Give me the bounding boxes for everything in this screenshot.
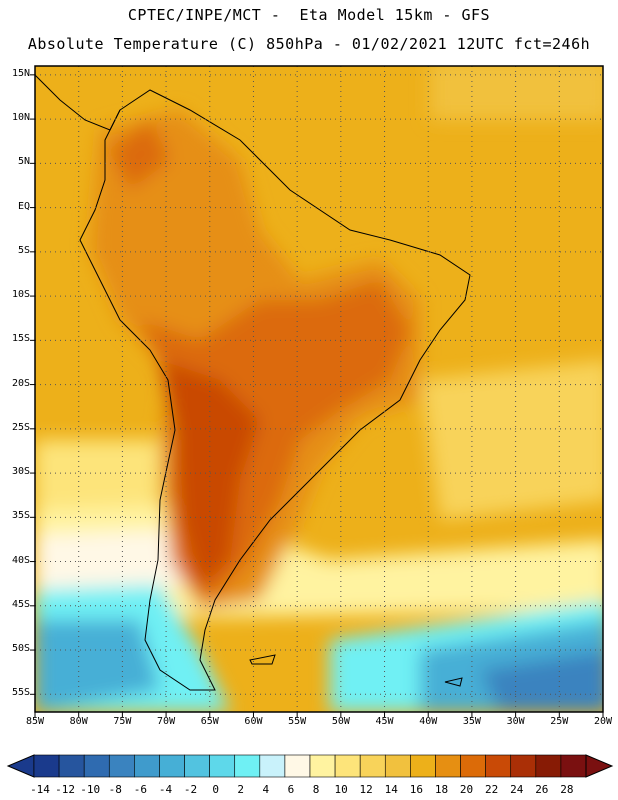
colorbar-label: -10 <box>80 783 101 796</box>
colorbar-label: 22 <box>485 783 499 796</box>
field-atlantic-coldest <box>480 651 603 712</box>
lon-label: 45W <box>375 716 394 727</box>
colorbar-label: -8 <box>108 783 122 796</box>
colorbar-segment <box>435 754 461 778</box>
colorbar-segment <box>410 754 436 778</box>
colorbar-segment <box>384 754 411 778</box>
lon-label: 70W <box>157 716 176 727</box>
colorbar-label: 6 <box>287 783 295 796</box>
temperature-field <box>35 66 603 712</box>
colorbar-segment <box>159 754 185 778</box>
lat-label: 5S <box>17 244 30 256</box>
colorbar <box>6 754 614 778</box>
lon-label: 35W <box>462 716 481 727</box>
field-south-atlantic-mid <box>420 360 603 520</box>
south-georgia <box>444 677 463 687</box>
coastlines <box>35 74 471 691</box>
colorbar-segment <box>485 754 512 778</box>
colorbar-right-arrow <box>585 754 614 778</box>
colorbar-segment <box>460 754 486 778</box>
lon-label: 20W <box>593 716 613 727</box>
lon-label: 25W <box>550 716 569 727</box>
colorbar-segment <box>334 754 361 778</box>
lat-label: 45S <box>11 598 30 610</box>
colorbar-segment <box>58 754 85 778</box>
colorbar-label: -12 <box>55 783 76 796</box>
colorbar-label: 14 <box>384 783 398 796</box>
colorbar-segment <box>83 754 110 778</box>
lon-label: 80W <box>69 716 88 727</box>
colorbar-segment <box>359 754 386 778</box>
lon-label: 40W <box>419 716 438 727</box>
colorbar-label: -6 <box>133 783 147 796</box>
colorbar-segment <box>535 754 562 778</box>
lon-label: 85W <box>25 716 45 727</box>
colorbar-label: 20 <box>459 783 474 796</box>
colorbar-segment <box>510 754 537 778</box>
colorbar-segment <box>284 754 311 778</box>
colorbar-segment <box>184 754 210 778</box>
field-pacific-colder <box>35 620 160 712</box>
colorbar-segment <box>209 754 236 778</box>
field-andes-east-hot <box>160 360 260 590</box>
field-north-atlantic <box>430 66 603 120</box>
lat-label: 25S <box>11 421 30 433</box>
colorbar-label: 26 <box>535 783 549 796</box>
lat-label: 50S <box>11 643 30 655</box>
colorbar-segment <box>560 754 587 778</box>
colorbar-segment <box>259 754 286 778</box>
central-america-coast <box>35 74 121 131</box>
lat-label: 55S <box>11 687 30 699</box>
plot-frame <box>34 65 604 713</box>
colorbar-label: -14 <box>30 783 50 796</box>
colorbar-label: 28 <box>560 783 574 796</box>
lat-label: 15N <box>11 67 30 79</box>
colorbar-label: 2 <box>237 783 245 796</box>
lat-label: 5N <box>17 156 30 168</box>
colorbar-label: 0 <box>212 783 219 796</box>
colorbar-label: 16 <box>409 783 423 796</box>
lat-label: 40S <box>11 554 30 566</box>
colorbar-label: 8 <box>312 783 320 796</box>
field-colombia-hot <box>110 120 170 190</box>
colorbar-label: 12 <box>359 783 373 796</box>
colorbar-left-arrow <box>6 754 35 778</box>
map-subtitle: Absolute Temperature (C) 850hPa - 01/02/… <box>27 35 591 53</box>
axis-ticks <box>30 74 604 717</box>
lon-label: 65W <box>200 716 219 727</box>
lat-label: 35S <box>11 510 30 522</box>
colorbar-label: 4 <box>262 783 270 796</box>
colorbar-segment <box>234 754 261 778</box>
lon-label: 50W <box>331 716 350 727</box>
falkland-islands <box>249 654 276 665</box>
lat-label: 30S <box>11 466 30 478</box>
colorbar-label: 10 <box>334 783 348 796</box>
lon-label: 30W <box>506 716 525 727</box>
lat-label: 10N <box>11 112 30 124</box>
lon-label: 60W <box>244 716 263 727</box>
lon-label: 75W <box>113 716 132 727</box>
colorbar-label: 24 <box>510 783 524 796</box>
lat-label: EQ <box>17 200 30 212</box>
colorbar-segment <box>134 754 160 778</box>
colorbar-label: -4 <box>158 783 173 796</box>
lat-label: 15S <box>11 333 30 345</box>
lat-label: 20S <box>11 377 30 389</box>
lon-label: 55W <box>288 716 307 727</box>
lat-label: 10S <box>11 289 30 301</box>
colorbar-label: 18 <box>434 783 449 796</box>
colorbar-segment <box>33 754 60 778</box>
colorbar-label: -2 <box>183 783 198 796</box>
map-title: CPTEC/INPE/MCT - Eta Model 15km - GFS <box>127 6 491 24</box>
colorbar-segment <box>309 754 336 778</box>
colorbar-segment <box>108 754 135 778</box>
south-america-coast <box>79 89 471 691</box>
